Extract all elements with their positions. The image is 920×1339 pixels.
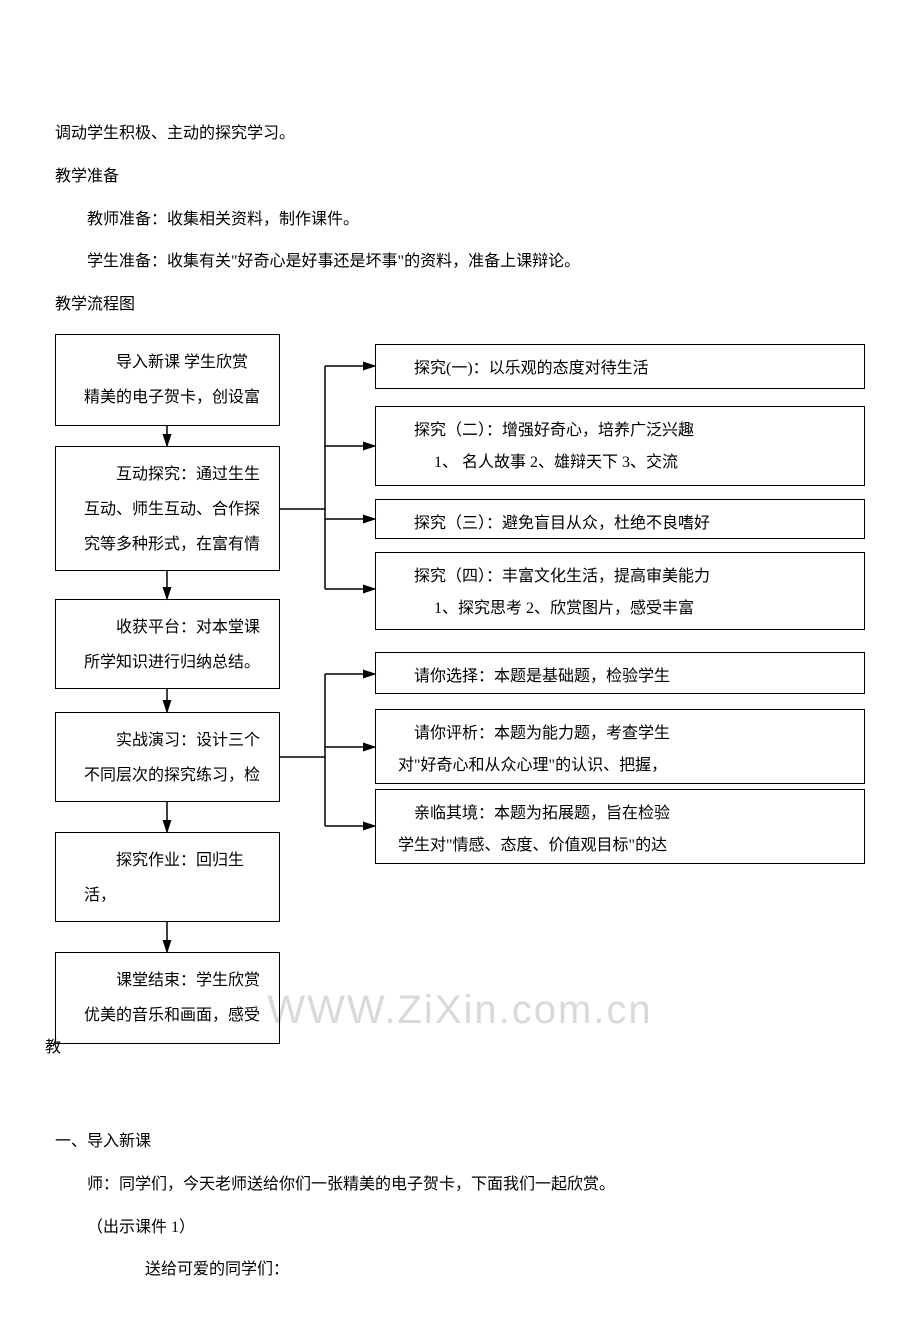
flow-right-box: 请你评析：本题为能力题，考查学生对"好奇心和从众心理"的认识、把握， xyxy=(375,709,865,784)
flow-right-box: 亲临其境：本题为拓展题，旨在检验学生对"情感、态度、价值观目标"的达 xyxy=(375,789,865,864)
prep-title: 教学准备 xyxy=(55,163,865,192)
flow-right-box: 探究（四）：丰富文化生活，提高审美能力1、探究思考 2、欣赏图片，感受丰富 xyxy=(375,552,865,630)
give-line: 送给可爱的同学们： xyxy=(55,1256,865,1285)
flow-left-box: 探究作业：回归生活，学以致用，布置课外拓展 xyxy=(55,832,280,922)
flow-left-box: 实战演习：设计三个不同层次的探究练习，检 xyxy=(55,712,280,802)
courseware-line: （出示课件 1） xyxy=(55,1214,865,1243)
intro-line: 调动学生积极、主动的探究学习。 xyxy=(55,120,865,149)
teacher-line: 师：同学们，今天老师送给你们一张精美的电子贺卡，下面我们一起欣赏。 xyxy=(55,1171,865,1200)
watermark-text: WWW.ZiXin.com.cn xyxy=(267,974,652,1046)
flow-right-box: 请你选择：本题是基础题，检验学生 xyxy=(375,652,865,694)
flow-right-box: 探究（二）：增强好奇心，培养广泛兴趣1、 名人故事 2、雄辩天下 3、交流 xyxy=(375,406,865,486)
section-1-title: 一、导入新课 xyxy=(55,1128,865,1157)
teacher-prep: 教师准备：收集相关资料，制作课件。 xyxy=(55,206,865,235)
flow-left-box: 互动探究：通过生生互动、师生互动、合作探究等多种形式，在富有情 xyxy=(55,446,280,571)
flow-title: 教学流程图 xyxy=(55,291,865,320)
flow-left-box: 课堂结束：学生欣赏优美的音乐和画面，感受 xyxy=(55,952,280,1044)
student-prep: 学生准备：收集有关"好奇心是好事还是坏事"的资料，准备上课辩论。 xyxy=(55,248,865,277)
flow-left-box: 收获平台：对本堂课所学知识进行归纳总结。 xyxy=(55,599,280,689)
flowchart: WWW.ZiXin.com.cn 导入新课 学生欣赏精美的电子贺卡，创设富 互动… xyxy=(55,334,865,1124)
flow-right-box: 探究(一)：以乐观的态度对待生活 xyxy=(375,344,865,389)
stray-char: 教 xyxy=(45,1034,61,1063)
flow-left-box: 导入新课 学生欣赏精美的电子贺卡，创设富 xyxy=(55,334,280,426)
flow-right-box: 探究（三）：避免盲目从众，杜绝不良嗜好 xyxy=(375,499,865,539)
